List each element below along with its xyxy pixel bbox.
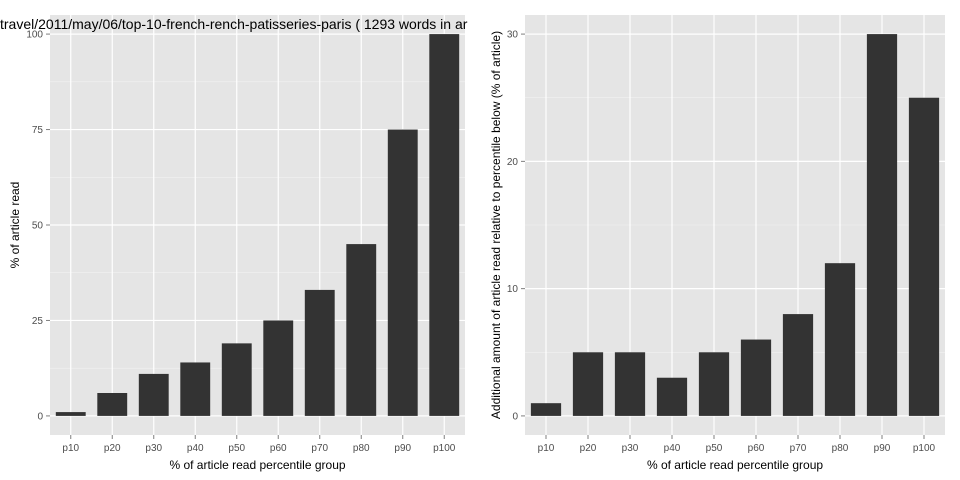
right-bar-p70 (782, 314, 814, 416)
right-bar-p30 (614, 352, 646, 416)
right-bar-p80 (824, 263, 856, 416)
left-x-tick-label-p70: p70 (311, 443, 328, 454)
left-x-tick-label-p40: p40 (187, 443, 204, 454)
left-bar-p20 (97, 393, 128, 416)
left-bar-p90 (387, 129, 418, 416)
right-x-tick-label-p30: p30 (622, 443, 639, 454)
right-bar-p40 (656, 377, 688, 416)
right-x-tick-label-p20: p20 (580, 443, 597, 454)
left-y-tick-label: 50 (32, 221, 44, 232)
left-y-axis-title: % of article read (8, 182, 22, 269)
right-x-axis-title: % of article read percentile group (647, 458, 823, 472)
left-x-tick-label-p50: p50 (228, 443, 245, 454)
right-bar-p60 (740, 339, 772, 416)
left-bar-p30 (138, 373, 169, 416)
right-y-tick-label: 20 (507, 157, 519, 168)
left-x-axis-title: % of article read percentile group (169, 458, 345, 472)
right-bar-p100 (908, 97, 940, 416)
right-y-tick-label: 10 (507, 284, 519, 295)
left-bar-p40 (180, 362, 211, 416)
left-bar-p70 (304, 289, 335, 416)
right-x-tick-label-p10: p10 (538, 443, 555, 454)
left-y-tick-label: 25 (32, 316, 44, 327)
left-x-tick-label-p30: p30 (145, 443, 162, 454)
right-bar-p20 (572, 352, 604, 416)
left-x-tick-label-p100: p100 (433, 443, 456, 454)
right-x-tick-label-p70: p70 (790, 443, 807, 454)
left-x-tick-label-p10: p10 (62, 443, 79, 454)
right-y-tick-label: 0 (512, 411, 518, 422)
left-bar-p10 (55, 412, 86, 416)
left-y-tick-label: 0 (37, 411, 43, 422)
left-x-tick-label-p20: p20 (104, 443, 121, 454)
left-chart-title: travel/2011/may/06/top-10-french-rench-p… (0, 16, 468, 32)
right-chart: 0 10 20 30 p10 p20 p30 p40 p50 p60 p70 p80 p90 p100 % … (489, 15, 945, 472)
left-bar-p60 (263, 320, 294, 416)
right-x-tick-label-p90: p90 (874, 443, 891, 454)
right-y-axis-title: Additional amount of article read relati… (489, 31, 503, 419)
right-x-tick-label-p60: p60 (748, 443, 765, 454)
right-x-tick-label-p40: p40 (664, 443, 681, 454)
left-bar-p100 (429, 34, 460, 416)
right-x-tick-label-p80: p80 (832, 443, 849, 454)
right-x-tick-label-p100: p100 (913, 443, 936, 454)
left-x-tick-label-p90: p90 (394, 443, 411, 454)
left-chart: 0 25 50 75 100 p10 p20 p30 p40 p50 p60 p70 p80 p90 p10… (8, 15, 465, 472)
right-x-tick-label-p50: p50 (706, 443, 723, 454)
left-y-tick-label: 75 (32, 125, 44, 136)
left-bar-p80 (346, 244, 377, 416)
left-y-tick-label: 100 (26, 30, 43, 41)
right-y-tick-label: 30 (507, 30, 519, 41)
left-x-tick-label-p60: p60 (270, 443, 287, 454)
right-bar-p90 (866, 34, 898, 416)
right-bar-p10 (530, 403, 562, 416)
left-bar-p50 (221, 343, 252, 416)
left-x-tick-label-p80: p80 (353, 443, 370, 454)
right-bar-p50 (698, 352, 730, 416)
